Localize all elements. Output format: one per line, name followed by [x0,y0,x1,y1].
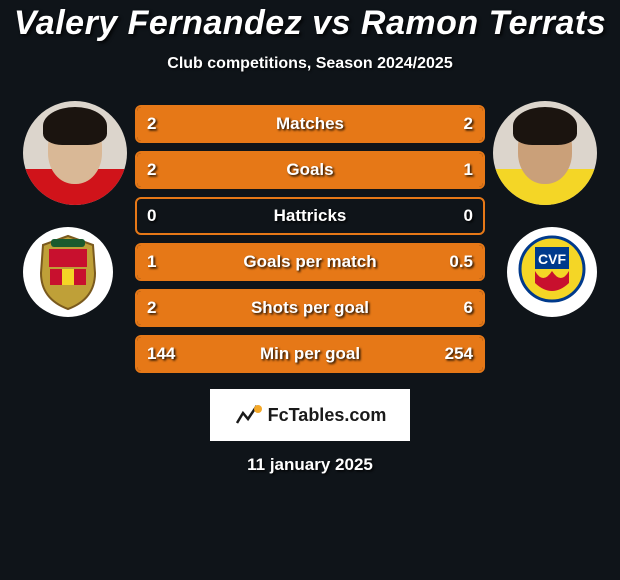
stat-value-right: 2 [464,114,473,134]
stat-row: 2 6 Shots per goal [135,289,485,327]
stat-label: Goals per match [243,252,376,272]
stat-row: 2 1 Goals [135,151,485,189]
subtitle: Club competitions, Season 2024/2025 [167,55,452,73]
club-right-badge: CVF [507,227,597,317]
club-right-crest-icon: CVF [515,233,589,311]
stat-row: 0 0 Hattricks [135,197,485,235]
stat-value-left: 144 [147,344,175,364]
stat-value-right: 1 [464,160,473,180]
stat-fill-left [137,153,369,187]
stat-row: 144 254 Min per goal [135,335,485,373]
footer: FcTables.com 11 january 2025 [210,389,410,475]
stat-value-left: 2 [147,160,156,180]
stat-label: Matches [276,114,344,134]
club-left-crest-icon [33,233,103,311]
brand-badge: FcTables.com [210,389,410,441]
stat-value-right: 0.5 [449,252,473,272]
fctables-logo-icon [234,401,262,429]
stat-value-right: 0 [464,206,473,226]
player-left-avatar [23,101,127,205]
stat-label: Hattricks [274,206,347,226]
stat-label: Shots per goal [251,298,369,318]
stat-value-right: 254 [445,344,473,364]
stat-label: Min per goal [260,344,360,364]
right-column: CVF [501,101,605,317]
brand-text: FcTables.com [268,405,387,426]
stat-value-left: 0 [147,206,156,226]
left-column [15,101,119,317]
page-title: Valery Fernandez vs Ramon Terrats [14,4,606,43]
svg-text:CVF: CVF [538,251,566,267]
main-row: 2 2 Matches 2 1 Goals 0 0 Hattricks 1 0.5 Goals per… [0,101,620,373]
stat-value-left: 2 [147,298,156,318]
stat-label: Goals [286,160,333,180]
stat-row: 2 2 Matches [135,105,485,143]
stats-column: 2 2 Matches 2 1 Goals 0 0 Hattricks 1 0.5 Goals per… [135,101,485,373]
date-label: 11 january 2025 [247,455,373,475]
stat-value-left: 2 [147,114,156,134]
player-right-avatar [493,101,597,205]
stat-value-left: 1 [147,252,156,272]
stat-value-right: 6 [464,298,473,318]
avatar-hair [43,107,107,145]
comparison-card: Valery Fernandez vs Ramon Terrats Club c… [0,0,620,580]
club-left-badge [23,227,113,317]
avatar-hair [513,107,577,145]
stat-row: 1 0.5 Goals per match [135,243,485,281]
